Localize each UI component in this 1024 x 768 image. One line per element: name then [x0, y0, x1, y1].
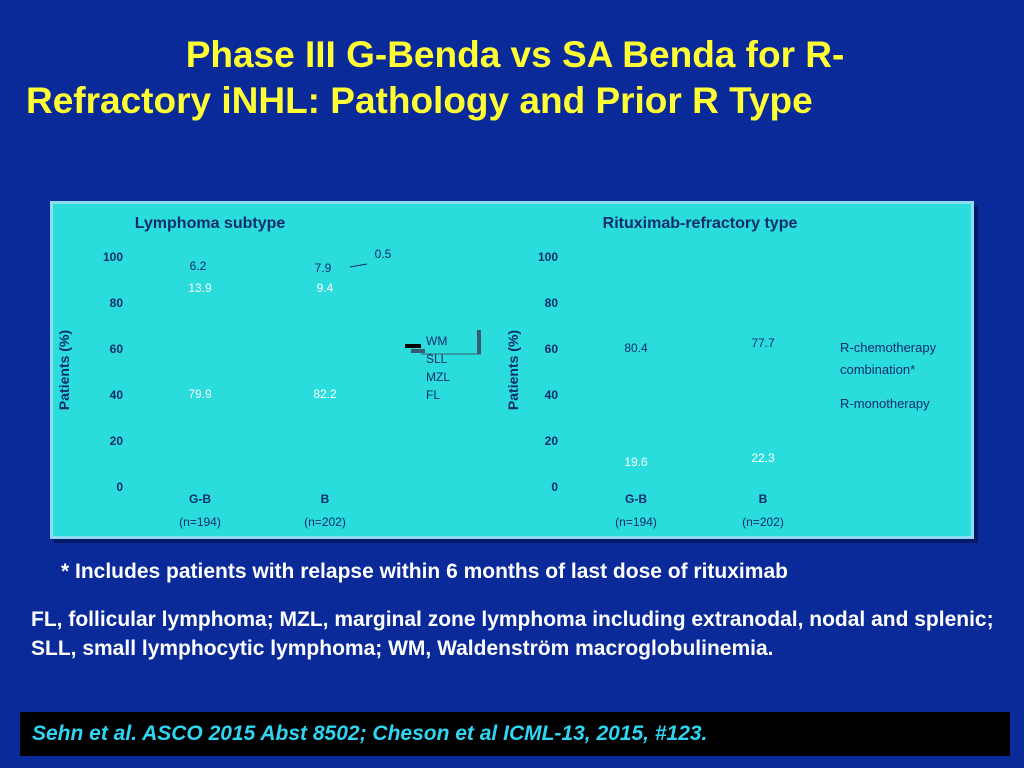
chart-2-category-sublabel: (n=202): [742, 515, 784, 529]
chart-1-y-tick-label: 100: [103, 250, 123, 264]
chart-1-category-label: G-B: [189, 492, 211, 506]
chart-2-y-tick-label: 0: [551, 480, 558, 494]
chart-2-title: Rituximab-refractory type: [603, 215, 798, 232]
chart-2-y-tick-label: 20: [545, 434, 559, 448]
slide-title-line-2: Refractory iNHL: Pathology and Prior R T…: [26, 80, 813, 121]
chart-2-y-tick-label: 40: [545, 388, 559, 402]
chart-1-legend-item: MZL: [426, 370, 450, 384]
chart-2-data-label: 19.6: [624, 455, 648, 469]
slide-title: Phase III G-Benda vs SA Benda for R- Ref…: [0, 32, 1024, 124]
chart-1-y-tick-label: 20: [110, 434, 124, 448]
slide-title-line-1: Phase III G-Benda vs SA Benda for R-: [185, 34, 845, 75]
chart-1-data-label: 0.5: [375, 247, 392, 261]
chart-1-bar-sll-2: [285, 257, 365, 276]
chart-1-bar-fl-2: [285, 296, 365, 486]
chart-1-y-tick-label: 0: [116, 480, 123, 494]
chart-1-data-label: 82.2: [313, 387, 337, 401]
legend-mzl-swatch: [477, 330, 481, 354]
chart-2-category-sublabel: (n=194): [615, 515, 657, 529]
chart-1-y-tick-label: 60: [110, 342, 124, 356]
chart-1-data-label: 6.2: [190, 259, 207, 273]
citation-bar: Sehn et al. ASCO 2015 Abst 8502; Cheson …: [20, 712, 1010, 756]
chart-2-data-label: 80.4: [624, 341, 648, 355]
chart-1-y-tick-label: 40: [110, 388, 124, 402]
chart-1-legend-item: SLL: [426, 352, 448, 366]
chart-2-y-tick-label: 100: [538, 250, 558, 264]
legend-wm-swatch: [405, 344, 421, 348]
chart-1-data-label: 13.9: [188, 281, 212, 295]
chart-1-leader-line: [349, 263, 368, 268]
chart-2-data-label: 22.3: [751, 451, 775, 465]
chart-1-category-label: B: [321, 492, 330, 506]
chart-2-category-label: B: [759, 492, 768, 506]
chart-1-y-axis-label: Patients (%): [56, 330, 72, 410]
chart-1-data-label: 9.4: [317, 281, 334, 295]
chart-1-title: Lymphoma subtype: [135, 215, 286, 232]
chart-2-legend-item: combination*: [840, 362, 915, 377]
chart-1-bar-wm-2: [285, 256, 365, 258]
chart-2-legend-item: R-monotherapy: [840, 396, 930, 411]
chart-2-y-axis-label: Patients (%): [505, 330, 521, 410]
chart-2-y-tick-label: 80: [545, 296, 559, 310]
chart-1-legend-item: FL: [426, 388, 440, 402]
chart-1-data-label: 7.9: [315, 261, 332, 275]
chart-1-bar-fl-1: [160, 302, 240, 486]
chart-panel: Lymphoma subtype Patients (%) 0 20 40 60 80 1…: [50, 201, 974, 539]
chart-1-bar-mzl-2: [285, 275, 365, 297]
chart-1-category-sublabel: (n=194): [179, 515, 221, 529]
chart-2-legend-item: R-chemotherapy: [840, 340, 937, 355]
chart-2-y-tick-label: 60: [545, 342, 559, 356]
chart-1-y-tick-label: 80: [110, 296, 124, 310]
chart-1-data-label: 79.9: [188, 387, 212, 401]
chart-2-bar-r-chemotherapy-2: [723, 256, 803, 435]
footnote: * Includes patients with relapse within …: [61, 560, 788, 583]
chart-1-legend-item: WM: [426, 334, 447, 348]
chart-2-bar-r-monotherapy-2: [723, 434, 803, 486]
chart-2-bar-r-monotherapy-1: [596, 440, 676, 486]
chart-1-bar-mzl-1: [160, 270, 240, 303]
chart-2-category-label: G-B: [625, 492, 647, 506]
chart-1-bar-sll-1: [160, 256, 240, 271]
chart-2-data-label: 77.7: [751, 336, 775, 350]
abbreviations: FL, follicular lymphoma; MZL, marginal z…: [31, 608, 994, 660]
citation: Sehn et al. ASCO 2015 Abst 8502; Cheson …: [32, 722, 708, 745]
chart-svg: Lymphoma subtype Patients (%) 0 20 40 60 80 1…: [56, 215, 937, 529]
chart-1-category-sublabel: (n=202): [304, 515, 346, 529]
chart-2-bar-r-chemotherapy-1: [596, 256, 676, 441]
legend-sll-swatch: [411, 349, 425, 353]
